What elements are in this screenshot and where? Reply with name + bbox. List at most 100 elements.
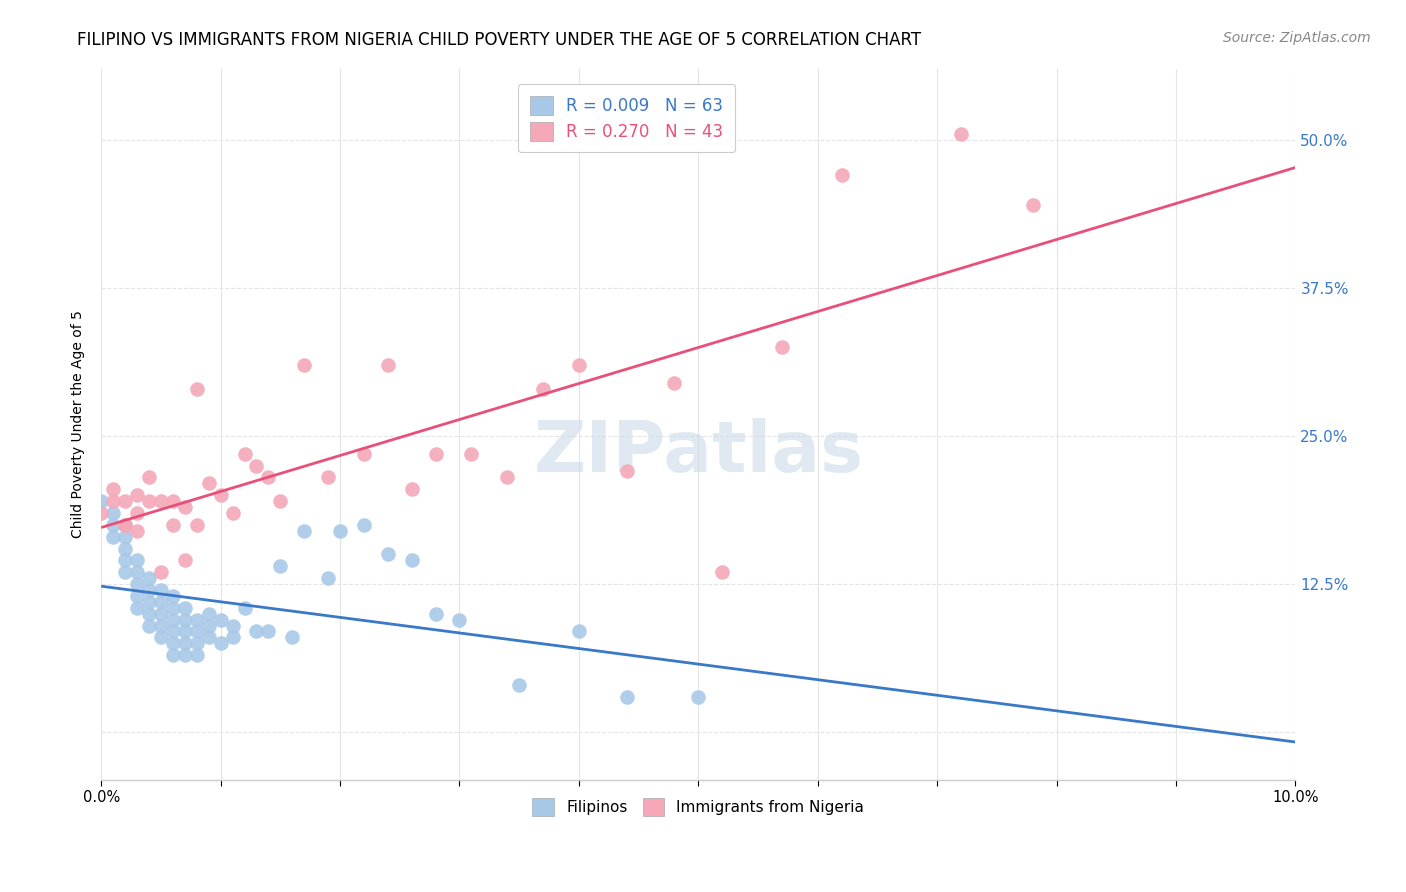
Point <box>114 517 136 532</box>
Point <box>173 500 195 514</box>
Point <box>101 530 124 544</box>
Point <box>186 382 208 396</box>
Point <box>186 648 208 662</box>
Point <box>186 517 208 532</box>
Point <box>114 530 136 544</box>
Point <box>245 458 267 473</box>
Point <box>197 607 219 621</box>
Point <box>138 595 160 609</box>
Point <box>233 600 256 615</box>
Point <box>449 613 471 627</box>
Text: Source: ZipAtlas.com: Source: ZipAtlas.com <box>1223 31 1371 45</box>
Point <box>162 636 184 650</box>
Point <box>221 506 243 520</box>
Point <box>186 636 208 650</box>
Point <box>138 470 160 484</box>
Point <box>149 565 172 579</box>
Point <box>114 517 136 532</box>
Point <box>1022 198 1045 212</box>
Point <box>257 470 280 484</box>
Point <box>138 618 160 632</box>
Point <box>125 577 148 591</box>
Point <box>568 358 591 372</box>
Point <box>508 678 530 692</box>
Point <box>209 488 232 502</box>
Point <box>245 624 267 639</box>
Point <box>125 488 148 502</box>
Point <box>101 482 124 496</box>
Legend: Filipinos, Immigrants from Nigeria: Filipinos, Immigrants from Nigeria <box>523 789 873 825</box>
Point <box>125 553 148 567</box>
Point <box>173 600 195 615</box>
Point <box>257 624 280 639</box>
Point <box>688 690 710 704</box>
Point <box>90 494 112 508</box>
Point <box>221 631 243 645</box>
Point <box>831 168 853 182</box>
Point <box>125 524 148 538</box>
Point <box>711 565 734 579</box>
Point <box>90 506 112 520</box>
Point <box>162 517 184 532</box>
Point <box>173 553 195 567</box>
Point <box>173 613 195 627</box>
Point <box>568 624 591 639</box>
Point <box>377 548 399 562</box>
Point <box>138 582 160 597</box>
Point <box>101 494 124 508</box>
Point <box>221 618 243 632</box>
Point <box>114 494 136 508</box>
Point <box>125 565 148 579</box>
Text: FILIPINO VS IMMIGRANTS FROM NIGERIA CHILD POVERTY UNDER THE AGE OF 5 CORRELATION: FILIPINO VS IMMIGRANTS FROM NIGERIA CHIL… <box>77 31 921 49</box>
Point <box>209 636 232 650</box>
Point <box>770 340 793 354</box>
Point <box>149 582 172 597</box>
Point <box>125 589 148 603</box>
Point <box>101 517 124 532</box>
Y-axis label: Child Poverty Under the Age of 5: Child Poverty Under the Age of 5 <box>72 310 86 538</box>
Point <box>496 470 519 484</box>
Point <box>138 494 160 508</box>
Point <box>197 631 219 645</box>
Point <box>616 690 638 704</box>
Point <box>149 618 172 632</box>
Point <box>197 618 219 632</box>
Point <box>329 524 352 538</box>
Point <box>125 506 148 520</box>
Point <box>162 600 184 615</box>
Point <box>125 600 148 615</box>
Point <box>114 565 136 579</box>
Point <box>316 470 339 484</box>
Text: ZIPatlas: ZIPatlas <box>533 418 863 487</box>
Point <box>173 636 195 650</box>
Point <box>138 571 160 585</box>
Point <box>162 589 184 603</box>
Point <box>664 376 686 390</box>
Point <box>101 506 124 520</box>
Point <box>149 494 172 508</box>
Point <box>616 465 638 479</box>
Point <box>149 607 172 621</box>
Point <box>162 624 184 639</box>
Point <box>173 624 195 639</box>
Point <box>162 494 184 508</box>
Point <box>269 494 291 508</box>
Point <box>149 631 172 645</box>
Point <box>197 476 219 491</box>
Point <box>209 613 232 627</box>
Point <box>281 631 304 645</box>
Point <box>114 541 136 556</box>
Point <box>425 607 447 621</box>
Point <box>149 595 172 609</box>
Point <box>162 613 184 627</box>
Point <box>377 358 399 372</box>
Point <box>950 127 973 141</box>
Point <box>531 382 554 396</box>
Point <box>173 648 195 662</box>
Point <box>162 648 184 662</box>
Point <box>401 553 423 567</box>
Point <box>292 358 315 372</box>
Point <box>186 624 208 639</box>
Point <box>186 613 208 627</box>
Point <box>353 517 375 532</box>
